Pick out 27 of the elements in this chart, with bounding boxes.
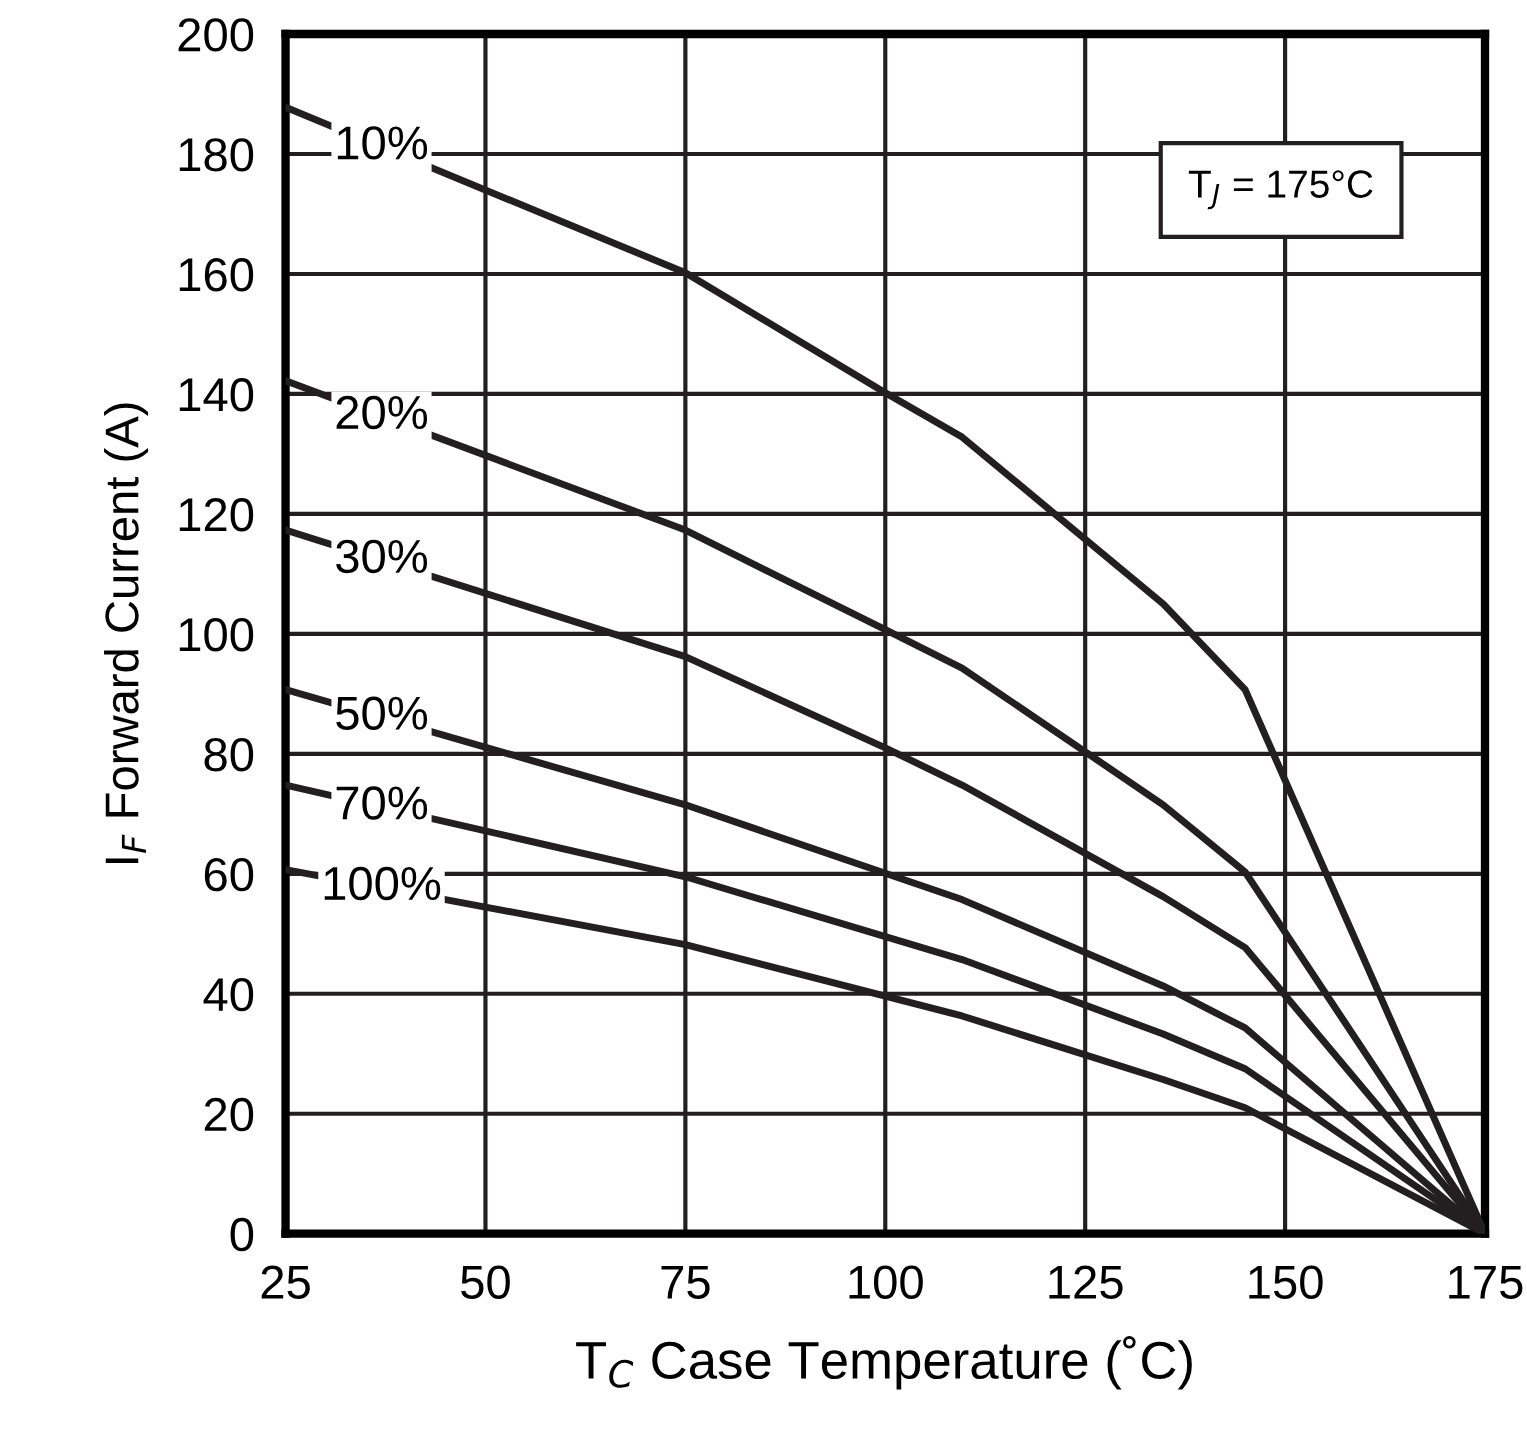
y-tick-label: 20 [204, 1097, 254, 1132]
series-label: 50% [336, 696, 428, 730]
series-label: 20% [336, 395, 428, 430]
series-label: 70% [336, 786, 428, 820]
y-tick-label: 200 [178, 18, 254, 52]
annotation: T$_{J}$ = 175°C [1188, 170, 1373, 210]
y-tick-label: 100 [179, 618, 254, 652]
y-tick-label: 180 [179, 138, 254, 172]
x-tick-label: 175 [1449, 1265, 1523, 1299]
x-tick-label: 100 [849, 1265, 923, 1299]
y-tick-label: 80 [204, 737, 254, 772]
x-tick-label: 150 [1249, 1265, 1323, 1299]
series-label: 30% [336, 539, 428, 574]
x-tick-label: 50 [461, 1265, 510, 1299]
y-tick-label: 60 [204, 857, 254, 892]
series-label: 10% [337, 126, 428, 160]
y-axis-title: I$_{F}$ Forward Current (A) [104, 403, 149, 864]
y-tick-label: 40 [203, 977, 254, 1012]
x-tick-label: 125 [1049, 1265, 1123, 1299]
x-tick-label: 75 [661, 1265, 710, 1299]
y-tick-label: 140 [179, 378, 254, 412]
x-axis-title: T$_{C}$ Case Temperature (˚C) [576, 1336, 1192, 1390]
x-tick-label: 25 [261, 1265, 310, 1299]
y-tick-label: 160 [179, 258, 254, 292]
y-tick-label: 120 [179, 498, 254, 532]
series-label: 100% [324, 866, 441, 901]
y-tick-label: 0 [230, 1217, 254, 1252]
